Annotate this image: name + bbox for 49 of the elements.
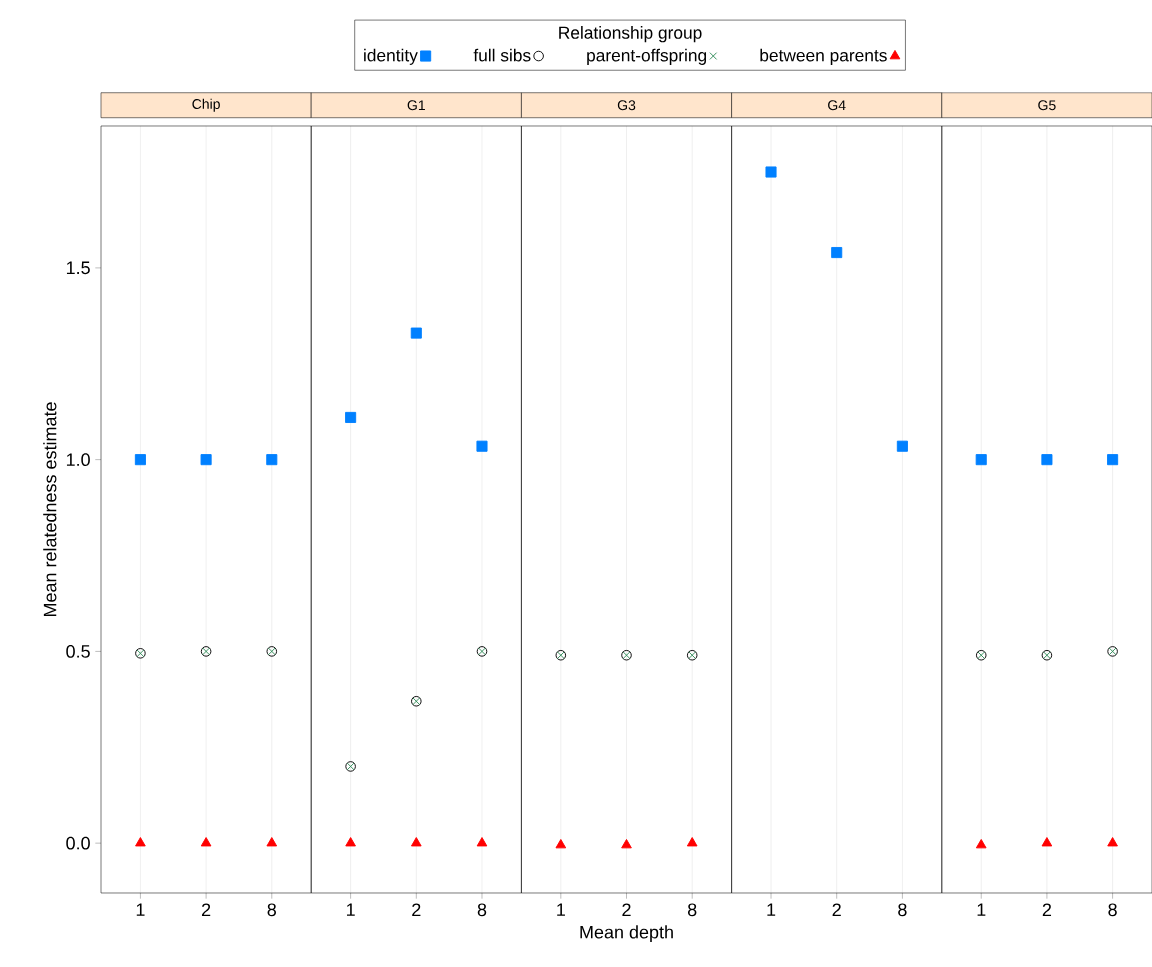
x-tick-label: 8 xyxy=(687,903,697,917)
y-axis-title: Mean relatedness estimate xyxy=(43,402,57,617)
x-tick-label: 2 xyxy=(412,903,421,916)
point xyxy=(200,837,212,847)
x-tick-label: 1 xyxy=(136,903,145,916)
point xyxy=(266,454,278,466)
point xyxy=(345,411,357,423)
x-tick-label: 8 xyxy=(477,903,487,917)
point xyxy=(266,837,278,847)
x-tick-label: 2 xyxy=(832,903,841,916)
point xyxy=(345,837,356,847)
point xyxy=(975,454,987,466)
point xyxy=(476,440,488,452)
x-tick-label: 1 xyxy=(346,903,355,916)
x-tick-label: 2 xyxy=(622,903,631,916)
y-tick-label: 1.5 xyxy=(66,261,90,275)
x-tick-label: 1 xyxy=(977,903,986,916)
y-tick-label: 1.0 xyxy=(66,453,90,466)
legend-label: full sibs xyxy=(473,48,531,62)
y-tick-label: 0.0 xyxy=(66,836,90,850)
chart-title: Chip xyxy=(192,98,220,112)
chart-title: G4 xyxy=(828,100,846,111)
point xyxy=(1107,837,1118,847)
chart-title: G5 xyxy=(1038,100,1056,111)
x-axis-title: Mean depth xyxy=(580,925,673,943)
point xyxy=(200,454,212,466)
point xyxy=(975,838,987,849)
x-tick-label: 1 xyxy=(557,903,565,916)
legend-title: Relationship group xyxy=(559,26,702,43)
x-tick-label: 2 xyxy=(201,903,211,916)
legend-label: between parents xyxy=(760,48,887,65)
point xyxy=(476,837,488,847)
point xyxy=(410,837,422,847)
point xyxy=(1041,837,1053,847)
point xyxy=(1107,454,1119,466)
point xyxy=(410,327,422,339)
x-tick-label: 8 xyxy=(267,903,276,917)
y-tick-label: 0.5 xyxy=(66,645,90,658)
x-tick-label: 8 xyxy=(898,903,907,917)
point xyxy=(134,454,146,466)
point xyxy=(1041,454,1053,466)
x-tick-label: 2 xyxy=(1042,903,1052,916)
point xyxy=(135,837,146,847)
x-tick-label: 1 xyxy=(767,903,776,916)
legend-label: parent-offspring xyxy=(587,48,707,65)
legend-label: identity xyxy=(364,48,418,65)
x-tick-label: 8 xyxy=(1108,903,1117,917)
chart-title: G3 xyxy=(617,100,636,111)
chart-title: G1 xyxy=(407,100,425,111)
